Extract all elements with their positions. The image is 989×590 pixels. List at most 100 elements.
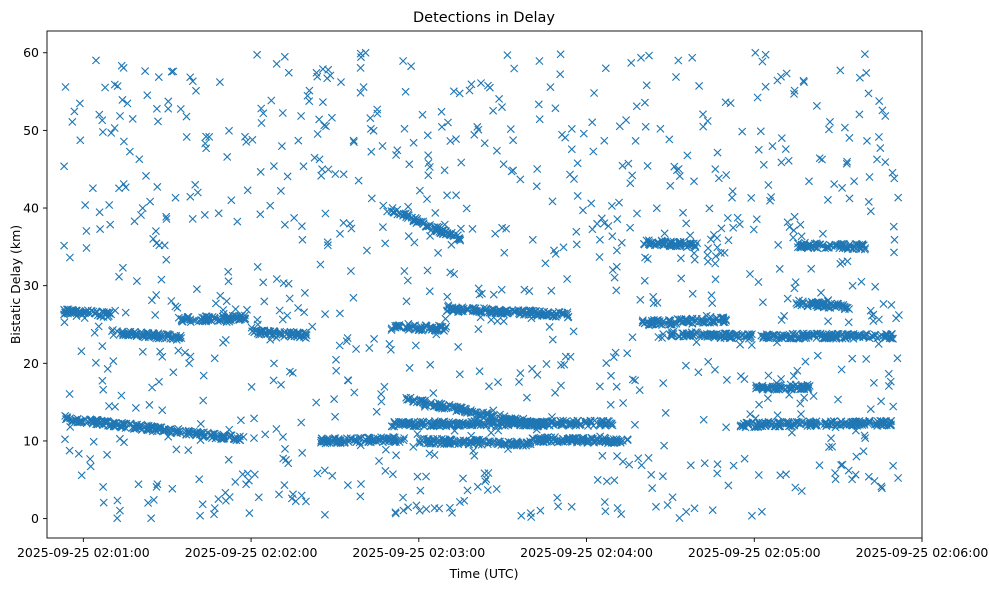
data-point [456, 236, 465, 245]
data-point [318, 65, 327, 74]
data-point [723, 214, 732, 222]
data-point [894, 474, 903, 482]
data-point [862, 355, 871, 363]
data-point [253, 262, 262, 271]
data-point [803, 302, 812, 311]
data-point [312, 398, 321, 407]
data-point [761, 82, 770, 91]
data-point [865, 417, 874, 426]
data-point [498, 103, 506, 112]
data-point [119, 137, 128, 146]
data-point [383, 207, 392, 216]
data-point [367, 147, 376, 156]
data-point [551, 104, 560, 113]
data-point [713, 314, 722, 323]
data-point [704, 357, 713, 366]
data-point [843, 303, 852, 312]
data-point [790, 421, 799, 430]
data-point [881, 332, 890, 341]
data-point [753, 93, 762, 102]
data-point [216, 291, 225, 300]
data-point [728, 193, 736, 202]
data-point [874, 315, 883, 324]
data-point [424, 159, 433, 167]
data-point [738, 127, 747, 136]
data-point [110, 80, 119, 89]
data-point [776, 331, 785, 340]
data-point [463, 486, 472, 495]
data-point [642, 81, 651, 90]
data-point [143, 426, 152, 435]
data-point [219, 309, 228, 318]
data-point [141, 67, 150, 76]
data-point [647, 470, 656, 479]
data-point [423, 195, 431, 203]
plot-area [46, 30, 923, 539]
data-point [532, 182, 541, 191]
data-point [66, 422, 75, 431]
data-point [708, 299, 717, 308]
data-point [404, 394, 413, 403]
data-point [815, 154, 824, 163]
data-point [81, 201, 90, 210]
data-point [480, 139, 489, 148]
data-point [430, 451, 439, 459]
data-point [162, 215, 171, 223]
y-axis: 0 10 20 30 40 50 60 [23, 45, 47, 526]
data-point [312, 68, 321, 77]
data-point [627, 58, 636, 67]
data-point [500, 248, 509, 257]
data-point [396, 210, 405, 219]
data-point [668, 328, 676, 337]
data-point [470, 130, 479, 139]
data-point [534, 100, 543, 109]
data-point [331, 412, 340, 421]
data-point [99, 385, 108, 394]
data-point [659, 379, 668, 388]
data-point [434, 248, 443, 257]
data-point [596, 432, 605, 441]
data-point [149, 495, 158, 504]
data-point [785, 390, 794, 399]
data-point [722, 423, 731, 432]
data-point [207, 431, 215, 440]
data-point [645, 51, 653, 60]
data-point [76, 417, 84, 426]
data-point [699, 122, 708, 131]
data-point [790, 284, 799, 293]
x-tick-label: 2025-09-25 02:05:00 [688, 545, 821, 560]
data-point [397, 418, 406, 426]
data-point [751, 48, 760, 57]
data-point [475, 306, 484, 315]
data-point [677, 274, 686, 283]
data-point [507, 419, 516, 428]
data-point [403, 276, 412, 285]
data-point [509, 136, 518, 145]
data-point [790, 89, 798, 98]
data-point [402, 418, 411, 427]
data-point [508, 306, 517, 315]
data-point [595, 235, 604, 244]
data-point [459, 474, 467, 483]
data-point [781, 145, 790, 154]
data-point [668, 329, 676, 338]
y-tick-label: 10 [23, 433, 39, 448]
data-point [242, 480, 251, 489]
data-point [601, 64, 610, 73]
data-point [152, 291, 161, 299]
data-point [449, 87, 458, 96]
data-point [751, 414, 760, 423]
data-point [546, 83, 555, 92]
data-point [688, 53, 697, 62]
data-point [77, 471, 86, 480]
data-point [465, 86, 474, 95]
data-point [865, 173, 874, 181]
data-point [618, 457, 627, 466]
data-point [357, 53, 365, 62]
data-point [670, 241, 678, 250]
data-point [877, 484, 886, 493]
data-point [611, 348, 620, 357]
data-point [453, 404, 462, 413]
data-point [693, 328, 702, 337]
data-point [450, 304, 459, 313]
